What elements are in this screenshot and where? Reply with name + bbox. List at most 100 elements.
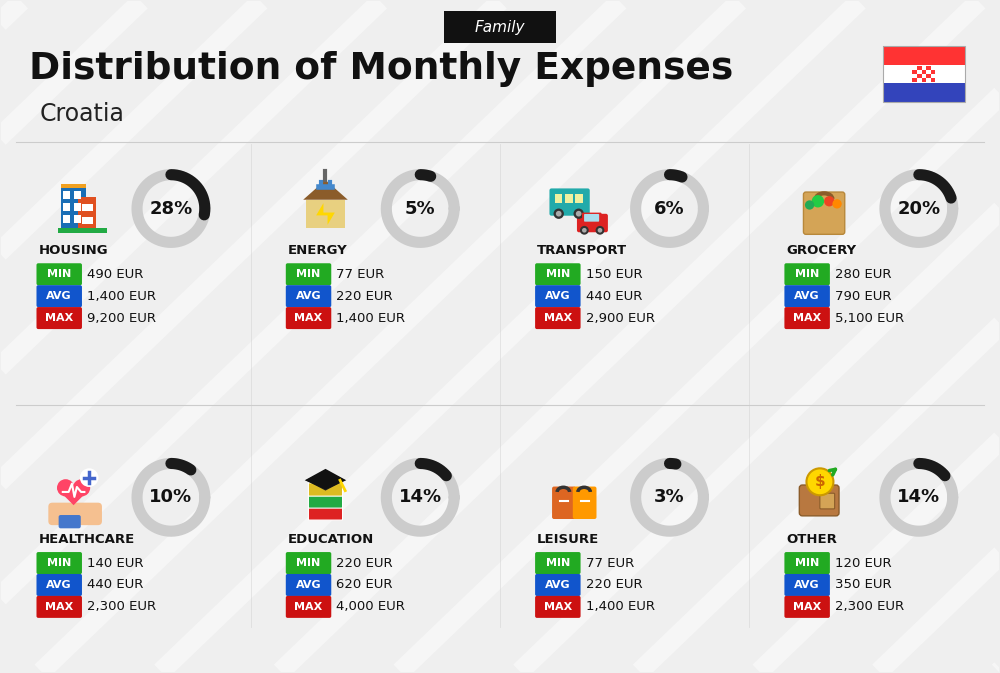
FancyBboxPatch shape xyxy=(784,574,830,596)
Text: 1,400 EUR: 1,400 EUR xyxy=(87,289,156,303)
Text: 140 EUR: 140 EUR xyxy=(87,557,144,569)
Circle shape xyxy=(57,479,74,497)
FancyBboxPatch shape xyxy=(48,503,102,525)
Text: 220 EUR: 220 EUR xyxy=(336,557,393,569)
Text: 6%: 6% xyxy=(654,199,685,217)
Text: MIN: MIN xyxy=(795,269,819,279)
FancyBboxPatch shape xyxy=(286,307,331,329)
FancyBboxPatch shape xyxy=(535,596,581,618)
Text: 220 EUR: 220 EUR xyxy=(336,289,393,303)
FancyBboxPatch shape xyxy=(535,263,581,285)
Text: EDUCATION: EDUCATION xyxy=(288,532,374,546)
Polygon shape xyxy=(316,203,335,225)
Text: 5%: 5% xyxy=(405,199,436,217)
Text: 2,900 EUR: 2,900 EUR xyxy=(586,312,655,324)
FancyBboxPatch shape xyxy=(582,213,602,223)
Text: Distribution of Monthly Expenses: Distribution of Monthly Expenses xyxy=(29,51,734,87)
FancyBboxPatch shape xyxy=(549,188,590,216)
Circle shape xyxy=(832,199,842,209)
FancyBboxPatch shape xyxy=(286,263,331,285)
Circle shape xyxy=(80,468,98,487)
FancyBboxPatch shape xyxy=(308,495,343,508)
Text: OTHER: OTHER xyxy=(786,532,837,546)
Bar xyxy=(63,190,70,199)
Circle shape xyxy=(805,201,814,210)
Text: 10%: 10% xyxy=(149,489,192,506)
Text: MIN: MIN xyxy=(296,558,321,568)
Text: AVG: AVG xyxy=(46,580,72,590)
Text: 77 EUR: 77 EUR xyxy=(586,557,634,569)
Text: 1,400 EUR: 1,400 EUR xyxy=(336,312,405,324)
Bar xyxy=(931,74,935,78)
Circle shape xyxy=(556,211,562,217)
Circle shape xyxy=(806,468,833,495)
Bar xyxy=(912,74,917,78)
Bar xyxy=(555,194,562,203)
Bar xyxy=(922,67,926,70)
Text: 9,200 EUR: 9,200 EUR xyxy=(87,312,156,324)
Bar xyxy=(74,190,81,199)
Text: 280 EUR: 280 EUR xyxy=(835,268,892,281)
Bar xyxy=(917,70,922,74)
Text: MAX: MAX xyxy=(544,602,572,612)
Text: AVG: AVG xyxy=(545,580,571,590)
Circle shape xyxy=(582,228,587,233)
FancyBboxPatch shape xyxy=(286,596,331,618)
Text: 220 EUR: 220 EUR xyxy=(586,579,642,592)
Text: 4,000 EUR: 4,000 EUR xyxy=(336,600,405,613)
Text: MIN: MIN xyxy=(296,269,321,279)
Text: HEALTHCARE: HEALTHCARE xyxy=(38,532,135,546)
Text: 490 EUR: 490 EUR xyxy=(87,268,144,281)
FancyBboxPatch shape xyxy=(784,285,830,307)
Text: Family: Family xyxy=(475,20,525,35)
Polygon shape xyxy=(305,469,346,489)
Text: MAX: MAX xyxy=(793,313,821,323)
Text: 790 EUR: 790 EUR xyxy=(835,289,892,303)
FancyBboxPatch shape xyxy=(784,596,830,618)
FancyBboxPatch shape xyxy=(308,507,343,520)
Text: AVG: AVG xyxy=(46,291,72,301)
Text: 2,300 EUR: 2,300 EUR xyxy=(835,600,904,613)
Bar xyxy=(926,74,931,78)
Circle shape xyxy=(598,228,602,233)
FancyBboxPatch shape xyxy=(36,552,82,574)
Text: AVG: AVG xyxy=(794,580,820,590)
Bar xyxy=(922,70,926,74)
Text: 2,300 EUR: 2,300 EUR xyxy=(87,600,156,613)
Bar xyxy=(883,83,965,102)
Text: 150 EUR: 150 EUR xyxy=(586,268,642,281)
Bar xyxy=(74,215,81,223)
FancyBboxPatch shape xyxy=(535,307,581,329)
FancyBboxPatch shape xyxy=(577,214,608,232)
FancyBboxPatch shape xyxy=(803,192,845,234)
FancyBboxPatch shape xyxy=(286,574,331,596)
Bar xyxy=(883,46,965,102)
Circle shape xyxy=(73,479,90,497)
Bar xyxy=(63,203,70,211)
Text: AVG: AVG xyxy=(296,291,321,301)
Circle shape xyxy=(596,226,604,235)
Bar xyxy=(917,74,922,78)
FancyBboxPatch shape xyxy=(444,11,556,43)
Bar xyxy=(931,78,935,81)
FancyBboxPatch shape xyxy=(584,214,599,221)
Bar xyxy=(565,194,573,203)
Bar xyxy=(78,197,96,230)
Bar xyxy=(306,200,345,228)
Text: MAX: MAX xyxy=(294,313,323,323)
Polygon shape xyxy=(306,470,345,491)
FancyBboxPatch shape xyxy=(552,487,576,519)
Text: 620 EUR: 620 EUR xyxy=(336,579,393,592)
Text: MAX: MAX xyxy=(793,602,821,612)
Text: MIN: MIN xyxy=(47,269,71,279)
FancyBboxPatch shape xyxy=(535,285,581,307)
Text: ENERGY: ENERGY xyxy=(288,244,347,257)
Text: MIN: MIN xyxy=(47,558,71,568)
Text: MAX: MAX xyxy=(45,602,73,612)
Bar xyxy=(917,78,922,81)
Bar xyxy=(922,74,926,78)
Bar xyxy=(917,67,922,70)
Bar xyxy=(58,228,107,234)
Bar xyxy=(926,67,931,70)
Circle shape xyxy=(580,226,589,235)
